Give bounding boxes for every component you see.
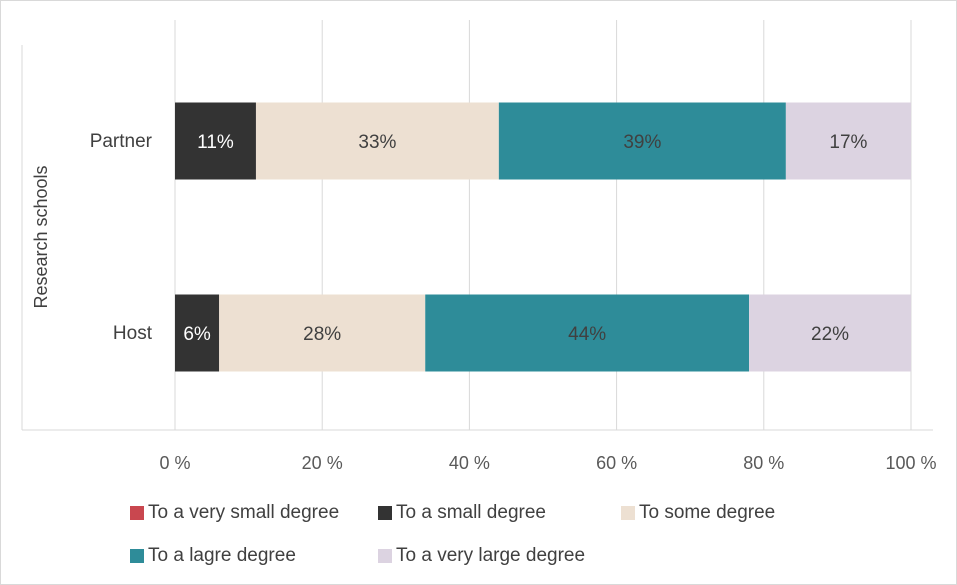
legend-label: To a lagre degree xyxy=(148,545,296,566)
x-tick-label: 40 % xyxy=(449,453,490,473)
legend-item-some: To some degree xyxy=(621,502,775,524)
legend-swatch xyxy=(130,506,144,520)
axes: 0 % 20 % 40 % 60 % 80 % 100 % Partner Host Resea… xyxy=(21,45,937,473)
bar-segment xyxy=(498,102,786,180)
legend-label: To some degree xyxy=(639,502,776,523)
legend-item-large: To a lagre degree xyxy=(130,545,296,567)
legend-swatch xyxy=(621,506,635,520)
legend-item-very-small: To a very small degree xyxy=(130,502,339,524)
x-tick-label: 60 % xyxy=(596,453,637,473)
y-axis-title: Research schools xyxy=(31,165,51,308)
category-label: Host xyxy=(113,323,153,344)
data-label: 28% xyxy=(303,324,341,345)
bar-segment xyxy=(785,102,911,180)
x-tick-label: 20 % xyxy=(302,453,343,473)
bar-segment xyxy=(255,102,499,180)
bar-segment xyxy=(175,102,256,180)
data-label: 39% xyxy=(623,132,661,153)
bar-segment xyxy=(219,294,426,372)
x-tick-label: 100 % xyxy=(885,453,936,473)
bar-segment xyxy=(175,294,220,372)
data-label: 33% xyxy=(358,132,396,153)
x-tick-label: 80 % xyxy=(743,453,784,473)
legend-label: To a very large degree xyxy=(396,545,586,566)
legend-item-small: To a small degree xyxy=(378,502,546,524)
category-label: Partner xyxy=(90,131,153,152)
legend-label: To a very small degree xyxy=(148,502,340,523)
legend-swatch xyxy=(378,506,392,520)
data-label: 11% xyxy=(197,132,234,153)
data-label: 22% xyxy=(811,324,849,345)
bar-segment xyxy=(749,294,911,372)
data-label: 17% xyxy=(829,132,867,153)
data-label: 44% xyxy=(568,324,606,345)
data-label: 6% xyxy=(183,324,211,345)
bar-segment xyxy=(425,294,750,372)
legend-swatch xyxy=(130,549,144,563)
legend-label: To a small degree xyxy=(396,502,546,523)
legend-item-very-large: To a very large degree xyxy=(378,545,585,567)
legend-swatch xyxy=(378,549,392,563)
x-tick-label: 0 % xyxy=(159,453,190,473)
data-labels: 11% 33% 39% 17% 6% 28% 44% 22% xyxy=(183,132,867,345)
bars xyxy=(175,102,911,372)
